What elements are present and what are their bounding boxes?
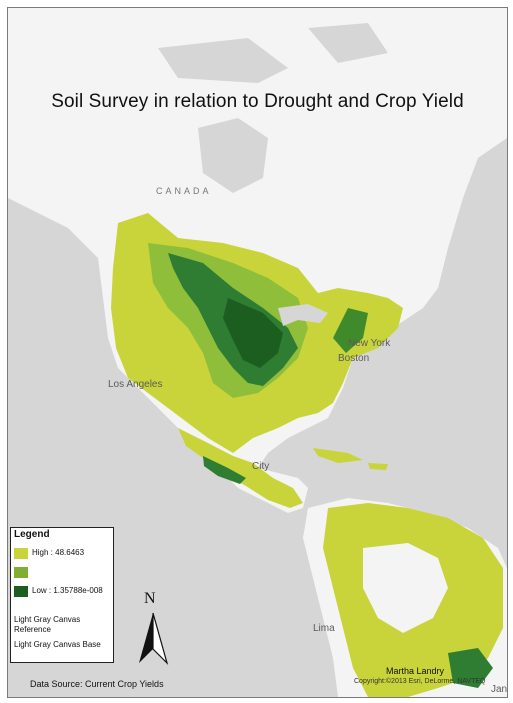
label-lima: Lima [313, 623, 335, 634]
map-frame: Soil Survey in relation to Drought and C… [7, 7, 508, 698]
legend-row-low: Low : 1.35788e-008 [14, 586, 110, 597]
label-los-angeles: Los Angeles [108, 379, 163, 390]
legend-label-reference: Light Gray Canvas Reference [14, 615, 81, 634]
label-canada: CANADA [156, 186, 212, 196]
arctic-channel-2 [308, 23, 388, 63]
legend-title: Legend [14, 529, 50, 540]
legend-swatch-low [14, 586, 28, 597]
hudson-bay [198, 118, 268, 193]
crop-sa-dark [448, 648, 493, 688]
copyright-credit: Copyright:©2013 Esri, DeLorme, NAVTEQ [354, 678, 486, 685]
crop-mexico [178, 428, 303, 508]
legend-swatch-mid [14, 567, 28, 578]
arctic-channel [158, 38, 288, 83]
label-jan: Jan [491, 684, 508, 695]
cuba [313, 448, 363, 463]
crop-na-east [333, 308, 368, 353]
great-lakes [278, 304, 328, 326]
author-credit: Martha Landry [386, 666, 445, 676]
legend: Legend High : 48.6463 Low : 1.35788e-008… [10, 527, 114, 663]
crop-sa-gap [363, 543, 448, 633]
map-title: Soil Survey in relation to Drought and C… [51, 91, 464, 112]
legend-row-mid [14, 567, 32, 578]
hispaniola [368, 463, 388, 470]
legend-row-reference: Light Gray Canvas Reference [14, 615, 110, 635]
greenland [438, 8, 507, 98]
legend-label-low: Low : 1.35788e-008 [32, 586, 103, 595]
legend-row-high: High : 48.6463 [14, 548, 110, 559]
legend-row-base: Light Gray Canvas Base [14, 640, 110, 650]
crop-mexico-dark [203, 456, 246, 484]
legend-label-base: Light Gray Canvas Base [14, 640, 101, 649]
label-boston: Boston [338, 353, 370, 364]
north-arrow-label: N [144, 590, 156, 607]
legend-swatch-high [14, 548, 28, 559]
label-new-york: New York [348, 338, 391, 349]
data-source: Data Source: Current Crop Yields [30, 679, 164, 689]
crop-na-lowest [223, 298, 283, 368]
north-arrow-icon [139, 612, 169, 666]
map-canvas[interactable] [8, 8, 507, 697]
legend-label-high: High : 48.6463 [32, 548, 85, 557]
label-city: City [252, 461, 270, 472]
